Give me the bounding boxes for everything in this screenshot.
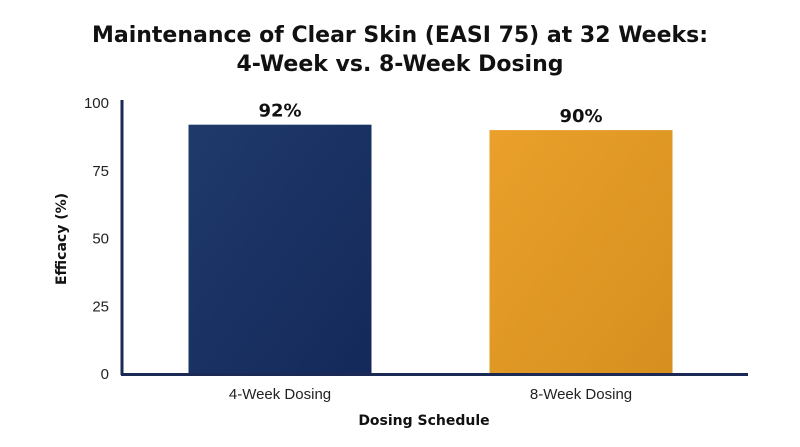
data-label: 92% bbox=[258, 101, 301, 122]
chart-title-line-1: Maintenance of Clear Skin (EASI 75) at 3… bbox=[92, 23, 708, 48]
bar-8-week-dosing bbox=[489, 130, 673, 374]
y-tick-label: 0 bbox=[101, 366, 109, 383]
bars bbox=[188, 124, 673, 375]
y-tick-label: 75 bbox=[92, 163, 109, 180]
chart-title-line-2: 4-Week vs. 8-Week Dosing bbox=[236, 52, 563, 77]
x-axis-title: Dosing Schedule bbox=[358, 413, 489, 429]
y-tick-label: 50 bbox=[92, 231, 109, 248]
y-tick-label: 100 bbox=[84, 95, 109, 112]
data-labels: 92% 90% bbox=[258, 101, 602, 127]
x-category-label: 4-Week Dosing bbox=[229, 386, 331, 403]
y-axis-title: Efficacy (%) bbox=[54, 193, 70, 285]
data-label: 90% bbox=[559, 106, 602, 127]
x-axis-categories: 4-Week Dosing 8-Week Dosing bbox=[229, 386, 632, 403]
y-axis-ticks: 0 25 50 75 100 bbox=[84, 95, 109, 383]
bar-4-week-dosing bbox=[188, 124, 372, 375]
y-tick-label: 25 bbox=[92, 298, 109, 315]
x-category-label: 8-Week Dosing bbox=[530, 386, 632, 403]
